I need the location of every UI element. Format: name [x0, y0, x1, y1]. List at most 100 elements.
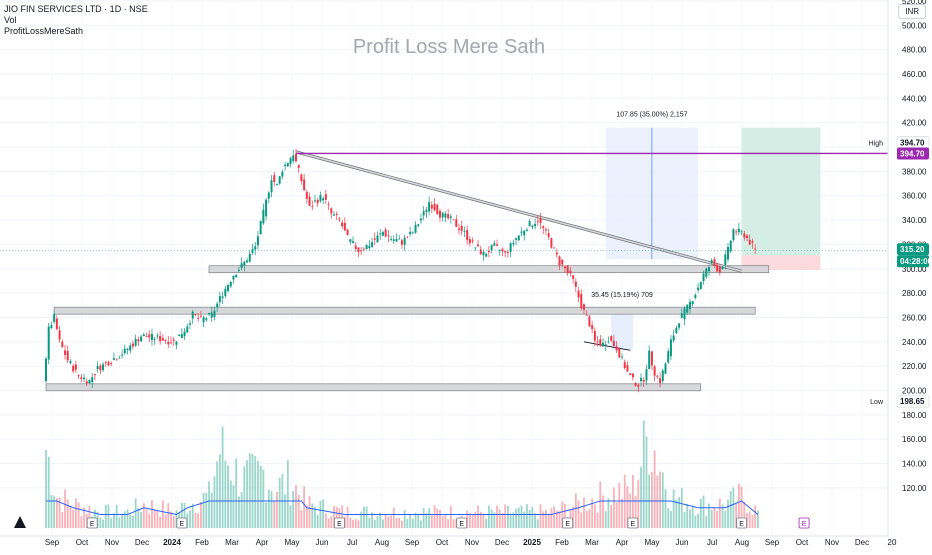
- candle-body: [373, 238, 376, 240]
- time-tick-label: Oct: [436, 538, 449, 547]
- candle-body: [273, 175, 276, 182]
- candle-body: [414, 224, 417, 233]
- volume-bar: [474, 511, 477, 528]
- candle-layer: [45, 148, 757, 393]
- candle-body: [726, 246, 729, 260]
- candle-body: [656, 375, 659, 377]
- volume-bar: [137, 508, 140, 528]
- candle-body: [604, 344, 607, 346]
- volume-bar: [69, 505, 72, 528]
- candle-body: [438, 210, 441, 218]
- currency-badge[interactable]: INR: [898, 4, 926, 19]
- candle-body: [585, 314, 588, 316]
- volume-bar: [85, 513, 88, 528]
- volume-bar: [507, 505, 509, 528]
- candle-body: [430, 204, 433, 209]
- volume-bar: [102, 519, 104, 528]
- candle-body: [64, 350, 67, 355]
- volume-bar: [558, 510, 561, 528]
- volume-bar: [756, 510, 759, 528]
- volume-bar: [737, 483, 740, 528]
- candle-body: [77, 375, 80, 377]
- price-tick-label: 360.00: [902, 192, 927, 201]
- candle-body: [110, 363, 113, 364]
- candle-body: [452, 219, 455, 221]
- volume-bar: [441, 516, 444, 528]
- volume-bar: [477, 505, 479, 528]
- earnings-marker-label: E: [90, 521, 95, 528]
- candle-body: [392, 239, 395, 241]
- drawing-layer[interactable]: 107.85 (35.00%) 2,157 35.45 (15.19%) 709: [45, 112, 888, 392]
- candle-body: [123, 348, 126, 354]
- volume-bar: [278, 477, 281, 528]
- volume-bar: [406, 519, 409, 528]
- candle-body: [341, 222, 344, 227]
- volume-bar: [118, 517, 121, 528]
- time-tick-label: Apr: [616, 538, 629, 547]
- candle-body: [485, 253, 488, 257]
- volume-bar: [72, 509, 75, 528]
- candle-body: [259, 220, 262, 235]
- volume-bar: [545, 509, 547, 528]
- volume-bar: [153, 510, 156, 528]
- volume-bar: [240, 492, 243, 528]
- volume-bar: [699, 498, 702, 528]
- earnings-marker-label: E: [565, 521, 570, 528]
- volume-bar: [615, 502, 618, 528]
- volume-bar: [420, 520, 422, 528]
- candle-body: [509, 243, 512, 252]
- candle-body: [352, 241, 355, 243]
- candle-body: [612, 340, 615, 346]
- volume-bar: [360, 511, 363, 528]
- low-label: Low: [870, 399, 884, 406]
- candle-body: [506, 252, 509, 253]
- candle-body: [572, 275, 575, 279]
- candle-body: [713, 259, 716, 266]
- volume-bar: [547, 514, 550, 528]
- volume-bar: [422, 508, 425, 528]
- candle-body: [754, 248, 757, 250]
- volume-bar: [498, 509, 501, 528]
- volume-bar: [468, 513, 471, 528]
- candle-body: [243, 261, 246, 266]
- volume-bar: [213, 476, 216, 528]
- volume-bar: [384, 514, 387, 528]
- volume-bar: [107, 504, 110, 528]
- candle-body: [659, 378, 662, 384]
- volume-bar: [599, 481, 602, 528]
- candle-body: [615, 346, 618, 351]
- candle-body: [281, 171, 284, 177]
- volume-bar: [227, 465, 229, 528]
- volume-bar: [409, 513, 411, 528]
- volume-bar: [248, 453, 251, 528]
- candle-body: [327, 204, 330, 206]
- candle-body: [221, 296, 224, 298]
- volume-bar: [444, 514, 447, 528]
- candle-body: [455, 219, 458, 227]
- time-axis[interactable]: Sep Oct Nov Dec 2024 Feb Mar Apr May Jun Jul Aug Sep…: [0, 535, 897, 547]
- price-axis[interactable]: 120.00 140.00 160.00 180.00 200.00 220.00 240.…: [869, 0, 932, 536]
- volume-bar: [621, 498, 623, 528]
- volume-layer: [45, 420, 759, 528]
- volume-bar: [710, 509, 713, 528]
- volume-bar: [235, 458, 238, 528]
- candle-body: [319, 195, 322, 201]
- volume-bar: [246, 460, 248, 528]
- volume-bar: [300, 510, 303, 528]
- candle-body: [653, 366, 656, 376]
- time-tick-label: Sep: [45, 538, 60, 547]
- volume-bar: [694, 515, 697, 528]
- volume-bar: [148, 513, 151, 528]
- volume-bar: [411, 518, 414, 528]
- volume-bar: [267, 489, 270, 528]
- candle-body: [466, 230, 469, 241]
- volume-bar: [311, 503, 314, 528]
- volume-bar: [121, 513, 123, 528]
- volume-bar: [123, 511, 126, 528]
- candle-body: [213, 310, 216, 318]
- volume-bar: [716, 511, 719, 528]
- candle-body: [661, 370, 664, 382]
- earnings-marker: [562, 517, 574, 529]
- volume-bar: [403, 510, 406, 528]
